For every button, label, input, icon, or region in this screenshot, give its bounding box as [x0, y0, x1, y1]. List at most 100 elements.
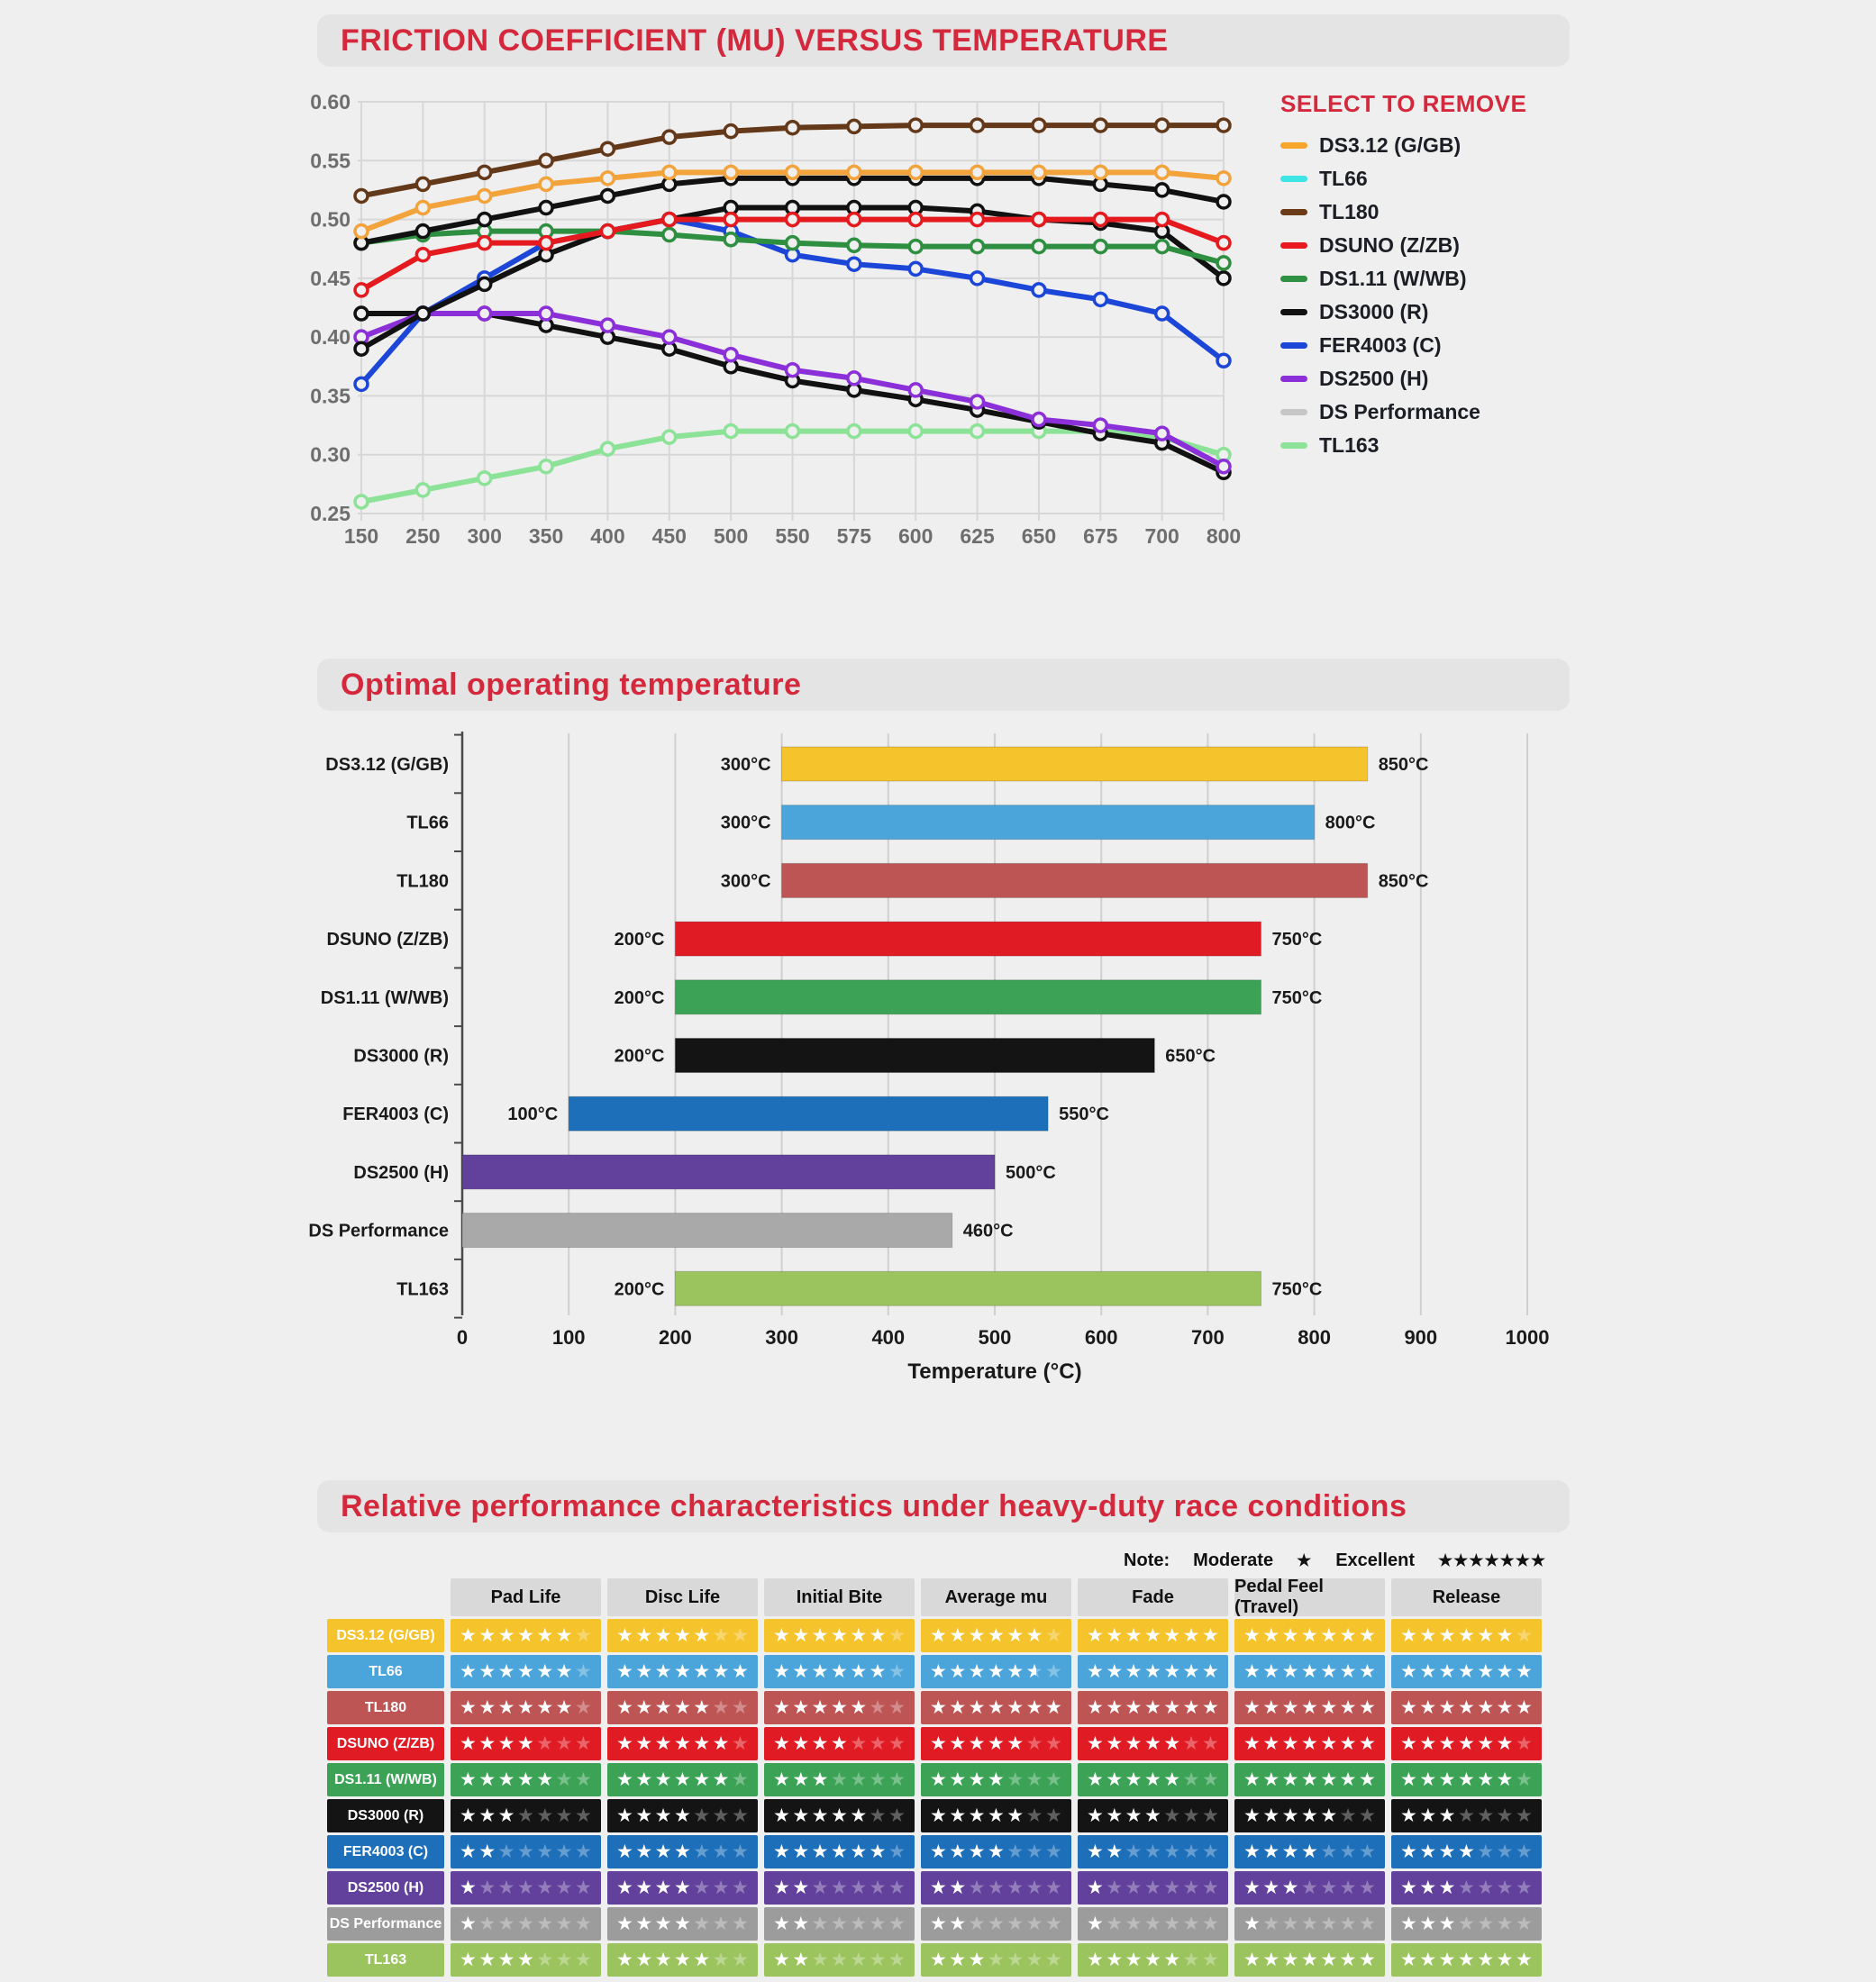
legend-item-tl180[interactable]: TL180 — [1280, 199, 1578, 223]
star-icon: ★ — [987, 1950, 1007, 1970]
star-icon: ★ — [1339, 1914, 1359, 1934]
star-icon: ★ — [1496, 1769, 1516, 1790]
bar-max-label: 460°C — [963, 1222, 1014, 1241]
star-icon: ★ — [1143, 1769, 1164, 1790]
star-icon: ★ — [478, 1697, 498, 1718]
star-icon: ★ — [635, 1950, 655, 1970]
star-icon: ★ — [497, 1841, 517, 1862]
legend-item-tl163[interactable]: TL163 — [1280, 433, 1578, 457]
data-point-marker — [1216, 459, 1232, 475]
temp-bar-ds3-12-g-gb — [781, 746, 1369, 782]
legend-item-ds3000-r[interactable]: DS3000 (R) — [1280, 300, 1578, 323]
star-icon: ★ — [1281, 1697, 1301, 1718]
legend-select-to-remove: SELECT TO REMOVE DS3.12 (G/GB) TL66 TL180 D… — [1280, 90, 1578, 468]
axis-tick-label: 0.35 — [310, 384, 351, 407]
star-icon: ★ — [635, 1841, 655, 1862]
star-icon: ★ — [497, 1661, 517, 1682]
star-icon: ★ — [1477, 1769, 1497, 1790]
legend-item-ds-performance[interactable]: DS Performance — [1280, 400, 1578, 423]
note-label: Note: — [1124, 1550, 1170, 1570]
star-icon: ★ — [792, 1841, 812, 1862]
star-icon: ★ — [693, 1841, 713, 1862]
star-icon: ★ — [811, 1841, 831, 1862]
star-icon: ★ — [949, 1914, 969, 1934]
star-icon: ★ — [1125, 1877, 1144, 1898]
star-icon: ★ — [811, 1805, 831, 1826]
rating-cell-ds3-12-g-gb-pedal-feel-travel: ★ ★ ★ ★ ★ ★ ★ — [1234, 1619, 1385, 1652]
legend-swatch-icon — [1280, 308, 1307, 315]
legend-item-ds3-12-g-gb[interactable]: DS3.12 (G/GB) — [1280, 132, 1578, 157]
legend-item-fer4003-c[interactable]: FER4003 (C) — [1280, 333, 1578, 357]
star-icon: ★ — [616, 1661, 636, 1682]
legend-item-label: DS3.12 (G/GB) — [1319, 132, 1462, 157]
star-icon: ★ — [574, 1625, 595, 1646]
legend-item-ds1-11-w-wb[interactable]: DS1.11 (W/WB) — [1280, 267, 1578, 290]
star-icon: ★ — [1106, 1805, 1125, 1826]
rating-cell-ds3000-r-fade: ★ ★ ★ ★ ★ ★ ★ — [1078, 1799, 1228, 1832]
legend-item-tl66[interactable]: TL66 — [1280, 167, 1578, 190]
star-icon: ★ — [968, 1697, 988, 1718]
star-icon: ★ — [949, 1625, 969, 1646]
data-point-marker — [969, 117, 986, 133]
bar-min-label: 200°C — [615, 1047, 665, 1067]
rating-cell-ds2500-h-pad-life: ★ ★ ★ ★ ★ ★ ★ — [451, 1871, 601, 1905]
bar-min-label: 200°C — [615, 930, 665, 950]
axis-tick-label: 300 — [468, 524, 502, 548]
rating-cell-ds3000-r-average-mu: ★ ★ ★ ★ ★ ★ ★ — [921, 1799, 1071, 1832]
bar-max-label: 750°C — [1272, 988, 1323, 1008]
star-icon: ★ — [1515, 1950, 1535, 1970]
data-point-marker — [599, 441, 616, 457]
star-icon: ★ — [1477, 1877, 1497, 1898]
ratings-note: Note: Moderate ★ Excellent ★★★★★★★ — [327, 1542, 1546, 1578]
star-icon: ★ — [1400, 1841, 1420, 1862]
star-icon: ★ — [1182, 1877, 1202, 1898]
column-header-empty — [327, 1578, 444, 1616]
star-icon: ★ — [1358, 1841, 1379, 1862]
star-icon: ★ — [1044, 1877, 1065, 1898]
star-icon: ★ — [888, 1661, 908, 1682]
star-icon: ★ — [968, 1841, 988, 1862]
star-icon: ★ — [792, 1805, 812, 1826]
star-icon: ★ — [1438, 1625, 1458, 1646]
star-icon: ★ — [811, 1697, 831, 1718]
axis-tick-label: 550 — [775, 524, 809, 548]
legend-item-ds2500-h[interactable]: DS2500 (H) — [1280, 367, 1578, 390]
star-icon: ★ — [888, 1805, 908, 1826]
star-icon: ★ — [497, 1625, 517, 1646]
legend-item-dsuno-z-zb[interactable]: DSUNO (Z/ZB) — [1280, 233, 1578, 257]
star-icon: ★ — [555, 1950, 575, 1970]
star-icon: ★ — [930, 1950, 950, 1970]
star-icon: ★ — [1419, 1733, 1439, 1754]
star-icon: ★ — [654, 1805, 674, 1826]
star-icon: ★ — [949, 1697, 969, 1718]
star-icon: ★ — [1243, 1733, 1263, 1754]
data-point-marker — [1153, 164, 1170, 181]
axis-tick-label: 0.60 — [310, 90, 351, 114]
star-icon: ★ — [869, 1697, 888, 1718]
star-icon: ★ — [811, 1914, 831, 1934]
star-icon: ★ — [1320, 1805, 1340, 1826]
star-icon: ★ — [1496, 1661, 1516, 1682]
star-icon: ★ — [616, 1769, 636, 1790]
rating-cell-tl180-pedal-feel-travel: ★ ★ ★ ★ ★ ★ ★ — [1234, 1691, 1385, 1724]
data-point-marker — [538, 234, 554, 251]
data-point-marker — [599, 223, 616, 240]
star-icon: ★ — [1496, 1805, 1516, 1826]
product-badge-fer4003-c: FER4003 (C) — [327, 1835, 444, 1868]
star-icon: ★ — [673, 1733, 694, 1754]
legend-item-label: TL180 — [1319, 199, 1380, 223]
star-icon: ★ — [1087, 1661, 1106, 1682]
data-point-marker — [846, 211, 862, 228]
legend-swatch-icon — [1280, 275, 1307, 282]
star-icon: ★ — [1477, 1950, 1497, 1970]
star-icon: ★ — [869, 1950, 888, 1970]
star-icon: ★ — [731, 1625, 751, 1646]
rating-cell-ds-performance-pedal-feel-travel: ★ ★ ★ ★ ★ ★ ★ — [1234, 1907, 1385, 1941]
bar-category-label: DS Performance — [308, 1222, 449, 1241]
rating-cell-dsuno-z-zb-fade: ★ ★ ★ ★ ★ ★ ★ — [1078, 1727, 1228, 1760]
star-icon: ★ — [773, 1841, 793, 1862]
star-icon: ★ — [987, 1661, 1007, 1682]
rating-cell-tl66-average-mu: ★★★★★★★★ — [921, 1655, 1071, 1688]
rating-cell-tl66-fade: ★ ★ ★ ★ ★ ★ ★ — [1078, 1655, 1228, 1688]
